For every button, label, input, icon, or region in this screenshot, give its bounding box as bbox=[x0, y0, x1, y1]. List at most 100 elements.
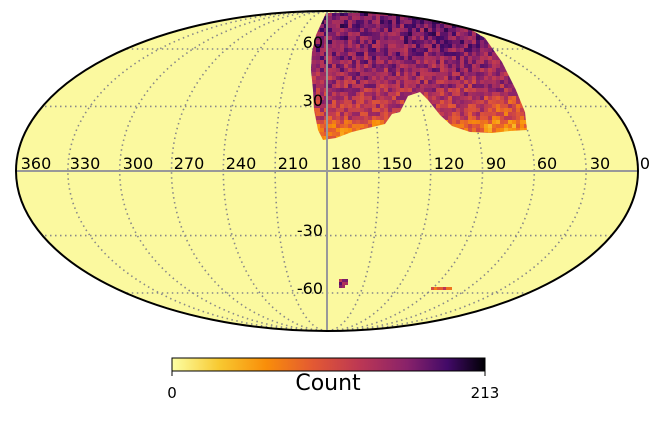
density-cell bbox=[356, 32, 360, 36]
density-cell bbox=[364, 20, 368, 24]
density-cell bbox=[352, 108, 356, 112]
density-cell bbox=[336, 60, 340, 64]
lon-tick-label: 120 bbox=[434, 154, 465, 173]
density-cell bbox=[332, 128, 336, 132]
density-cell bbox=[484, 72, 488, 76]
density-cell bbox=[456, 16, 460, 20]
density-cell bbox=[352, 60, 356, 64]
density-cell bbox=[368, 28, 372, 32]
density-cell bbox=[436, 28, 440, 32]
density-cell bbox=[448, 48, 452, 52]
density-cell bbox=[332, 52, 336, 56]
density-cell bbox=[428, 52, 432, 56]
density-cell bbox=[420, 36, 424, 40]
density-cell bbox=[488, 44, 492, 48]
density-cell bbox=[460, 40, 464, 44]
density-cell bbox=[476, 36, 480, 40]
density-cell bbox=[392, 44, 396, 48]
density-cell bbox=[348, 72, 352, 76]
density-cell bbox=[508, 96, 512, 100]
density-cell bbox=[364, 116, 368, 120]
density-cell bbox=[484, 28, 488, 32]
density-cell bbox=[464, 120, 468, 124]
density-cell bbox=[432, 36, 436, 40]
density-cell bbox=[460, 36, 464, 40]
density-cell bbox=[456, 13, 460, 16]
density-cell bbox=[432, 80, 436, 84]
density-cell bbox=[436, 72, 440, 76]
density-cell bbox=[480, 100, 484, 104]
density-cell bbox=[368, 32, 372, 36]
density-cell bbox=[424, 28, 428, 32]
longitude-labels: 360 330 300 270 240 210 180 150 120 90 6… bbox=[21, 154, 650, 173]
density-cell bbox=[312, 60, 316, 64]
density-cell bbox=[320, 136, 324, 140]
density-cell bbox=[340, 108, 344, 112]
density-cell bbox=[336, 124, 340, 128]
density-cell bbox=[420, 48, 424, 52]
density-cell bbox=[480, 112, 484, 116]
density-cell bbox=[340, 20, 344, 24]
density-cell bbox=[372, 64, 376, 68]
density-cell bbox=[472, 32, 476, 36]
density-cell bbox=[320, 24, 324, 28]
density-cell bbox=[408, 60, 412, 64]
density-cell bbox=[436, 36, 440, 40]
density-cell bbox=[328, 72, 332, 76]
density-cell bbox=[424, 20, 428, 24]
density-cell bbox=[420, 72, 424, 76]
density-cell bbox=[316, 128, 320, 132]
density-cell bbox=[380, 116, 384, 120]
density-cell bbox=[344, 116, 348, 120]
density-cell bbox=[452, 112, 456, 116]
density-cell bbox=[376, 32, 380, 36]
density-cell bbox=[368, 24, 372, 28]
density-cell bbox=[504, 96, 508, 100]
density-cell bbox=[340, 116, 344, 120]
density-cell bbox=[444, 52, 448, 56]
density-cell bbox=[360, 16, 364, 20]
density-cell bbox=[468, 120, 472, 124]
density-cell bbox=[352, 16, 356, 20]
density-cell bbox=[412, 68, 416, 72]
lon-tick-label: 150 bbox=[382, 154, 413, 173]
density-cell bbox=[448, 92, 452, 96]
density-cell bbox=[388, 60, 392, 64]
density-cell bbox=[380, 56, 384, 60]
density-cell bbox=[468, 36, 472, 40]
density-cell bbox=[480, 20, 484, 24]
density-cell bbox=[344, 64, 348, 68]
lon-tick-label: 0 bbox=[640, 154, 650, 173]
density-cell bbox=[328, 56, 332, 60]
density-cell bbox=[316, 40, 320, 44]
density-cell bbox=[368, 92, 372, 96]
density-cell bbox=[440, 13, 444, 16]
density-cell bbox=[432, 64, 436, 68]
density-cell bbox=[372, 96, 376, 100]
density-cell bbox=[364, 28, 368, 32]
density-cell bbox=[328, 60, 332, 64]
density-cell bbox=[380, 100, 384, 104]
density-cell bbox=[492, 124, 496, 128]
density-cell bbox=[424, 84, 428, 88]
density-cell bbox=[476, 13, 480, 16]
density-cell bbox=[404, 60, 408, 64]
density-cell bbox=[328, 32, 332, 36]
density-cell bbox=[400, 56, 404, 60]
density-cell bbox=[364, 96, 368, 100]
density-cell bbox=[508, 20, 512, 24]
density-cell bbox=[364, 108, 368, 112]
density-cell bbox=[336, 84, 340, 88]
density-cell bbox=[476, 48, 480, 52]
density-cell bbox=[432, 56, 436, 60]
density-cell bbox=[332, 13, 336, 16]
density-cell bbox=[512, 120, 516, 124]
density-cell bbox=[492, 96, 496, 100]
density-cell bbox=[496, 64, 500, 68]
density-cell bbox=[440, 44, 444, 48]
density-cell bbox=[444, 56, 448, 60]
density-cell bbox=[360, 84, 364, 88]
density-cell bbox=[312, 104, 316, 108]
density-cell bbox=[396, 108, 400, 112]
density-cell bbox=[524, 128, 527, 132]
